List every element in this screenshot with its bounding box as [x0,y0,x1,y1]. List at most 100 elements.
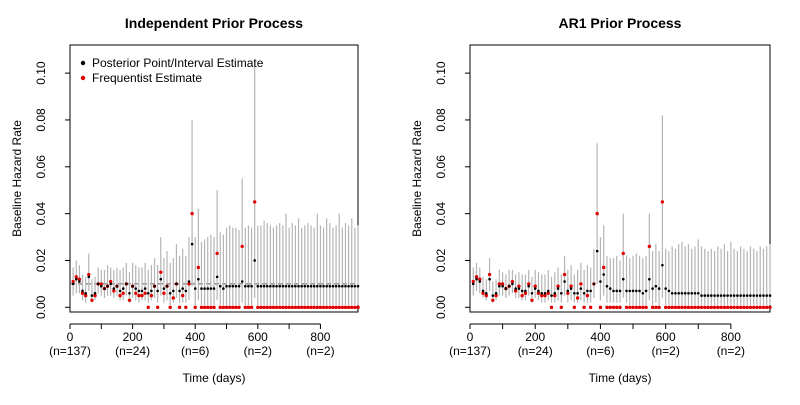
posterior-point [693,291,697,295]
x-axis-label: Time (days) [589,371,652,385]
frequentist-point [180,293,185,298]
posterior-point [287,284,291,288]
posterior-point [125,282,128,286]
posterior-point [341,284,344,288]
frequentist-point [732,305,736,310]
legend-posterior-icon [80,60,86,66]
frequentist-point [284,305,288,310]
x-count-label: (n=137) [449,344,491,358]
frequentist-point [146,305,150,310]
frequentist-point [647,244,652,249]
posterior-point [218,284,222,288]
posterior-point [550,294,553,297]
frequentist-point [140,293,144,298]
x-count-label: (n=24) [518,344,553,358]
frequentist-point [474,275,479,279]
frequentist-point [74,275,78,279]
frequentist-point [290,305,294,310]
posterior-point [765,294,769,297]
frequentist-point [562,272,567,277]
frequentist-point [315,305,320,310]
frequentist-point [306,305,310,310]
x-tick-label: 0 [467,330,474,344]
posterior-point [269,284,272,288]
posterior-point [732,294,736,297]
posterior-point [595,249,599,253]
posterior-point [739,294,742,297]
frequentist-point [595,211,599,216]
y-axis-label: Baseline Hazard Rate [10,120,24,237]
posterior-point [109,282,112,286]
frequentist-point [588,305,593,310]
frequentist-point [259,305,263,310]
x-count-label: (n=2) [306,344,334,358]
posterior-point [90,294,94,297]
posterior-point [700,294,703,297]
posterior-point [635,289,638,293]
frequentist-point [624,305,629,310]
frequentist-point [93,293,97,298]
x-count-label: (n=2) [651,344,679,358]
frequentist-point [533,284,537,288]
frequentist-point [579,282,583,286]
posterior-point [159,277,163,281]
frequentist-point [252,200,257,204]
chart-title: Independent Prior Process [125,15,303,31]
frequentist-point [693,305,697,310]
posterior-point [511,282,514,286]
frequentist-point [491,298,495,302]
posterior-point [325,284,328,288]
frequentist-point [215,251,219,256]
posterior-point [337,284,341,288]
posterior-point [197,277,200,281]
posterior-point [322,284,325,288]
frequentist-point [481,291,485,295]
posterior-point [752,294,755,297]
frequentist-point [745,305,749,310]
frequentist-point [618,305,622,310]
frequentist-point [246,305,251,310]
posterior-point [563,280,566,283]
posterior-point [300,284,303,288]
y-tick-label: 0.00 [434,295,448,319]
frequentist-point [605,305,609,310]
posterior-point [560,291,563,295]
posterior-point [162,287,166,290]
posterior-point [115,284,119,288]
frequentist-point [536,291,541,295]
frequentist-point [143,291,147,295]
posterior-point [540,291,544,295]
frequentist-point [660,200,665,204]
posterior-point [118,289,122,293]
frequentist-point [631,305,635,310]
frequentist-point [209,305,213,310]
posterior-point [589,289,592,293]
posterior-point [710,294,713,297]
frequentist-point [265,305,269,310]
posterior-point [481,289,485,293]
y-tick-label: 0.02 [434,248,448,272]
x-count-label: (n=137) [49,344,91,358]
y-tick-label: 0.10 [34,61,48,85]
posterior-point [334,284,338,288]
frequentist-point [184,305,188,310]
posterior-point [657,287,661,290]
posterior-point [281,284,285,288]
frequentist-point [159,270,163,274]
frequentist-point [187,282,191,286]
posterior-point [768,294,772,297]
frequentist-point [118,293,122,298]
frequentist-point [243,305,248,310]
frequentist-point [559,305,564,310]
posterior-point [203,287,206,290]
frequentist-point [256,305,260,310]
posterior-point [316,284,319,288]
posterior-point [661,263,664,267]
frequentist-point [281,305,285,310]
posterior-point [121,287,125,290]
posterior-point [181,287,184,290]
posterior-point [716,294,720,297]
posterior-point [253,259,256,262]
frequentist-point [212,305,216,310]
frequentist-point [768,305,772,310]
